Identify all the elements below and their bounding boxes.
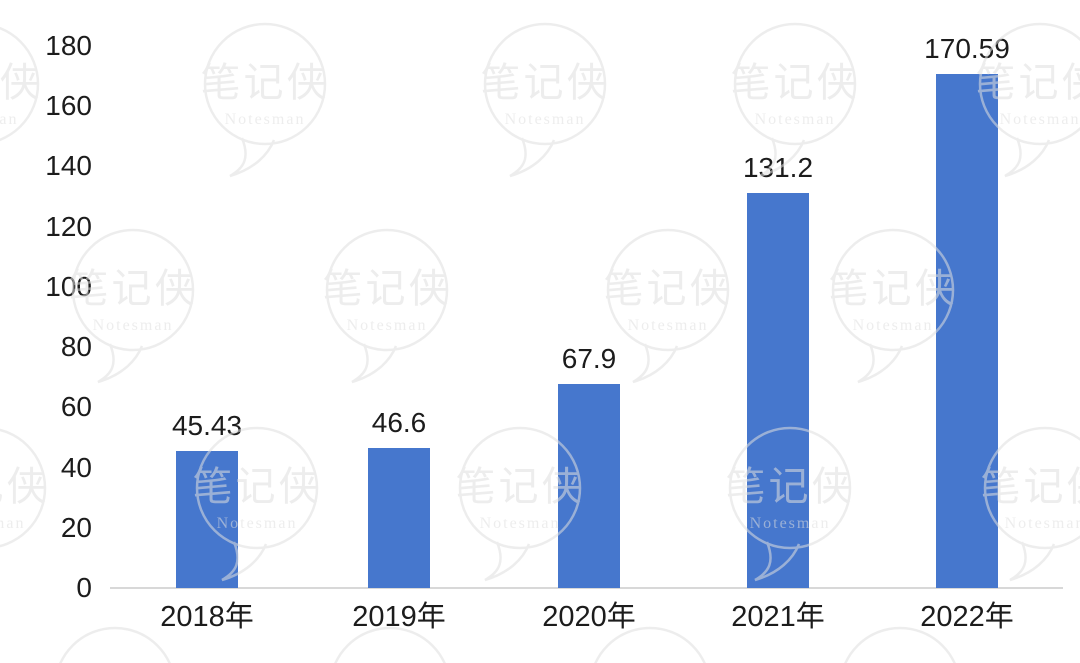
- x-axis-category-label: 2019年: [352, 601, 446, 633]
- bar: [747, 193, 809, 588]
- y-axis-tick-label: 20: [60, 512, 92, 543]
- x-axis-category-label: 2022年: [920, 601, 1014, 633]
- bar: [936, 74, 998, 588]
- bar-value-label: 67.9: [561, 343, 617, 374]
- x-axis-category-label: 2021年: [731, 601, 825, 633]
- y-axis-tick-label: 80: [60, 331, 92, 362]
- bar-value-label: 131.2: [742, 152, 814, 183]
- bar-group-2022: 170.59: [872, 33, 1062, 588]
- bar: [558, 384, 620, 588]
- y-axis-tick-label: 60: [60, 391, 92, 422]
- bar-group-2019: 46.6: [304, 407, 494, 588]
- bar-value-label: 45.43: [171, 410, 243, 441]
- bar-value-label: 170.59: [924, 33, 1010, 64]
- y-axis-tick-label: 160: [45, 90, 92, 121]
- y-axis-tick-label: 40: [60, 452, 92, 483]
- bar: [176, 451, 238, 588]
- bar-group-2021: 131.2: [683, 152, 873, 588]
- bar-value-label: 46.6: [371, 407, 427, 438]
- bar-group-2020: 67.9: [494, 343, 684, 588]
- y-axis-tick-label: 100: [45, 271, 92, 302]
- y-axis-tick-label: 120: [45, 211, 92, 242]
- bar-group-2018: 45.43: [112, 410, 302, 588]
- bar: [368, 448, 430, 588]
- y-axis-tick-label: 140: [45, 150, 92, 181]
- x-axis-category-label: 2018年: [160, 601, 254, 633]
- x-axis-category-label: 2020年: [542, 601, 636, 633]
- y-axis-tick-label: 0: [76, 572, 92, 603]
- y-axis-tick-label: 180: [45, 30, 92, 61]
- x-axis-line: [110, 587, 1063, 589]
